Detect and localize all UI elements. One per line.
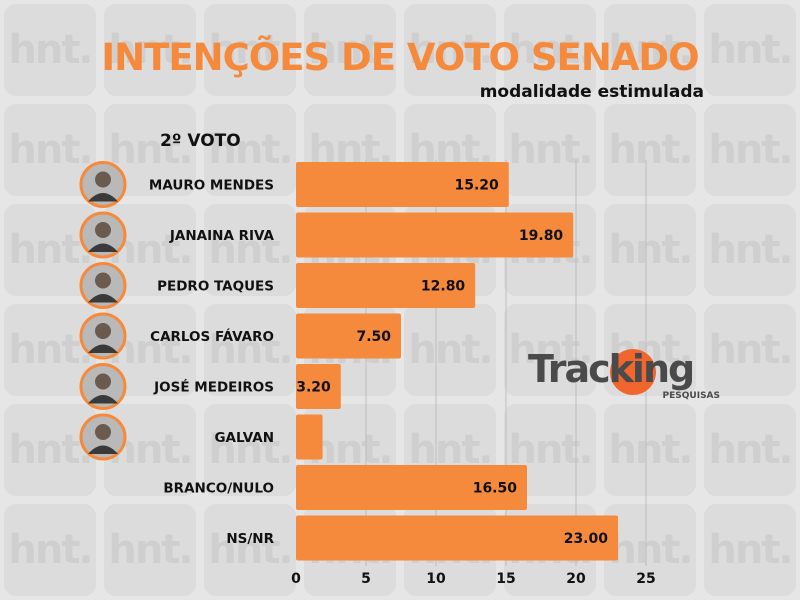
x-tick-label: 15	[496, 571, 515, 587]
data-label: 15.20	[455, 178, 500, 194]
watermark-tile: hnt.	[4, 4, 96, 96]
watermark-tile: hnt.	[204, 404, 296, 496]
x-tick-label: 20	[566, 571, 586, 587]
watermark-tile: hnt.	[104, 4, 196, 96]
watermark-tile: hnt.	[704, 4, 796, 96]
watermark-tile: hnt.	[204, 504, 296, 596]
logo-subtext: PESQUISAS	[662, 391, 720, 401]
bar	[296, 364, 341, 409]
avatar-body-icon	[88, 243, 118, 252]
page-title: INTENÇÕES DE VOTO SENADO	[101, 36, 699, 79]
bar	[296, 465, 527, 510]
bar	[296, 313, 401, 359]
avatar-head-icon	[95, 373, 111, 390]
watermark-tile: hnt.	[204, 304, 296, 396]
data-label: 3.20	[296, 380, 331, 396]
watermark-tile: hnt.	[204, 104, 296, 196]
x-tick-label: 25	[636, 571, 655, 587]
watermark-tile: hnt.	[604, 104, 696, 196]
watermark-tile: hnt.	[4, 204, 96, 296]
bar	[296, 414, 323, 460]
watermark-tile: hnt.	[104, 504, 196, 596]
category-label: PEDRO TAQUES	[157, 279, 274, 295]
page-subtitle: modalidade estimulada	[479, 82, 704, 102]
avatar-head-icon	[95, 222, 111, 238]
data-label: 23.00	[564, 531, 609, 547]
x-tick-label: 5	[361, 571, 371, 587]
bar	[296, 263, 476, 308]
bar	[296, 212, 574, 258]
category-label: JANAINA RIVA	[169, 228, 275, 244]
data-label: 12.80	[421, 279, 466, 295]
watermark-tile: hnt.	[704, 504, 796, 596]
watermark-tile: hnt.	[504, 104, 596, 196]
watermark-tile: hnt.	[704, 204, 796, 296]
category-label: JOSÉ MEDEIROS	[153, 379, 274, 396]
bar	[296, 515, 618, 561]
bar	[296, 162, 509, 207]
watermark-tile: hnt.	[4, 404, 96, 496]
x-tick-label: 0	[291, 571, 301, 587]
data-label: 19.80	[519, 228, 564, 244]
avatar-head-icon	[95, 424, 111, 440]
logo-circle-icon	[610, 349, 656, 395]
watermark-tile: hnt.	[104, 104, 196, 196]
tracking-logo: Tracking PESQUISAS	[528, 345, 728, 407]
category-label: NS/NR	[226, 531, 274, 547]
x-tick-label: 10	[426, 571, 446, 587]
watermark-tile: hnt.	[4, 504, 96, 596]
logo-wordmark: Tracking	[528, 347, 695, 391]
category-label: GALVAN	[214, 430, 274, 446]
category-label: BRANCO/NULO	[163, 481, 274, 497]
avatar-body-icon	[88, 294, 118, 303]
watermark-tile: hnt.	[204, 4, 296, 96]
data-label: 16.50	[473, 481, 518, 497]
watermark-tile: hnt.	[704, 404, 796, 496]
watermark-tile: hnt.	[704, 304, 796, 396]
data-label: 7.50	[356, 329, 391, 345]
watermark-tile: hnt.	[604, 4, 696, 96]
watermark-tile: hnt.	[404, 304, 496, 396]
watermark-tile: hnt.	[604, 204, 696, 296]
category-label: CARLOS FÁVARO	[150, 328, 274, 345]
watermark-tile: hnt.	[204, 204, 296, 296]
watermark-tile: hnt.	[604, 504, 696, 596]
category-label: MAURO MENDES	[149, 178, 274, 194]
avatar-body-icon	[88, 344, 118, 353]
watermark-tile: hnt.	[404, 4, 496, 96]
avatar-head-icon	[95, 323, 111, 339]
avatar-head-icon	[95, 272, 111, 289]
avatar-body-icon	[88, 193, 118, 202]
avatar-body-icon	[88, 445, 118, 454]
watermark-tile: hnt.	[604, 404, 696, 496]
watermark-tile: hnt.	[304, 4, 396, 96]
watermark-tile: hnt.	[504, 304, 596, 396]
watermark-tile: hnt.	[504, 4, 596, 96]
section-label: 2º VOTO	[160, 131, 241, 151]
watermark-tile: hnt.	[704, 104, 796, 196]
avatar-body-icon	[88, 395, 118, 404]
avatar-head-icon	[95, 171, 111, 188]
